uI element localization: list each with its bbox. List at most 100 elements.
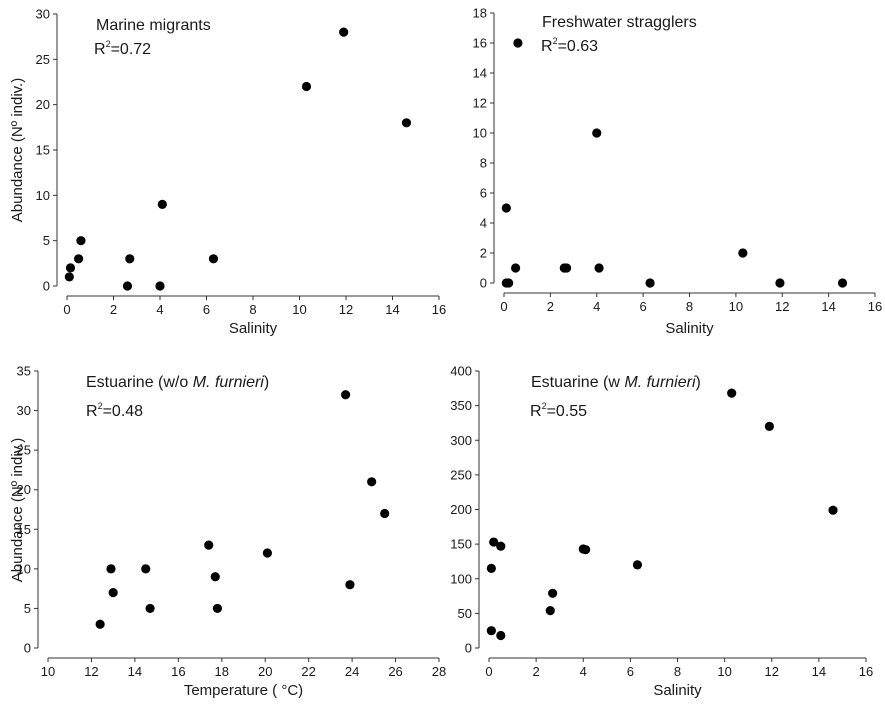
x-axis-label: Salinity (653, 682, 702, 699)
y-tick-label: 5 (43, 233, 50, 248)
data-point (764, 421, 774, 431)
data-point (592, 128, 602, 138)
x-tick-label: 4 (593, 299, 600, 314)
x-tick-label: 6 (203, 302, 210, 317)
x-tick-label: 16 (859, 664, 873, 679)
data-point (141, 564, 151, 574)
data-point (125, 254, 135, 264)
data-point (496, 541, 506, 551)
data-point (632, 560, 643, 570)
x-tick-label: 6 (640, 299, 647, 314)
x-tick-label: 4 (580, 664, 587, 679)
y-tick-label: 200 (450, 502, 472, 517)
data-point (262, 548, 272, 558)
y-tick-label: 25 (17, 443, 31, 458)
y-tick-label: 16 (473, 36, 487, 51)
data-point (581, 545, 591, 555)
y-tick-label: 100 (450, 571, 472, 586)
x-tick-label: 12 (339, 302, 353, 317)
x-tick-label: 10 (717, 664, 731, 679)
y-axis-label: Abundance (Nº indiv.) (9, 438, 26, 582)
data-point (367, 477, 377, 487)
y-tick-label: 12 (473, 96, 487, 111)
x-axis-label: Salinity (229, 320, 278, 337)
x-tick-label: 8 (674, 664, 681, 679)
data-point (548, 588, 558, 598)
y-tick-label: 10 (473, 126, 487, 141)
panel-title: Estuarine (w/o M. furnieri) (86, 374, 269, 391)
data-point (74, 254, 84, 264)
y-tick-label: 20 (17, 482, 31, 497)
y-tick-label: 0 (43, 279, 50, 294)
y-tick-label: 25 (36, 52, 50, 67)
x-tick-label: 24 (345, 664, 359, 679)
panel-marine-migrants: 0 2 4 6 8 10 12 14 16 0 5 10 15 20 25 30 Salinity Abundan… (9, 7, 446, 338)
x-tick-label: 16 (171, 664, 185, 679)
r-squared-label: R2=0.72 (94, 39, 151, 58)
y-tick-label: 250 (450, 467, 472, 482)
y-tick-label: 30 (36, 7, 50, 22)
x-tick-label: 14 (812, 664, 826, 679)
x-tick-label: 16 (868, 299, 882, 314)
y-tick-label: 35 (17, 364, 31, 379)
y-tick-label: 10 (17, 561, 31, 576)
data-point (501, 203, 511, 213)
data-point (401, 118, 412, 128)
data-point (64, 272, 74, 282)
y-tick-label: 300 (450, 433, 472, 448)
data-point (340, 390, 351, 400)
r-squared-label: R2=0.48 (86, 401, 143, 420)
x-tick-label: 16 (432, 302, 446, 317)
data-point (489, 537, 499, 547)
x-tick-label: 10 (292, 302, 306, 317)
x-tick-label: 10 (41, 664, 55, 679)
y-tick-label: 350 (450, 398, 472, 413)
panel-freshwater-stragglers: 0 2 4 6 8 10 12 14 16 0 2 4 6 8 10 12 14 16 18 Salinity Fres… (473, 6, 883, 338)
y-tick-label: 15 (17, 522, 31, 537)
y-axis-label: Abundance (Nº indiv.) (9, 78, 26, 222)
y-tick-label: 15 (36, 143, 50, 158)
x-tick-label: 14 (821, 299, 835, 314)
data-point (727, 388, 737, 398)
x-tick-label: 8 (249, 302, 256, 317)
data-point (486, 563, 496, 573)
x-tick-label: 20 (258, 664, 272, 679)
x-tick-label: 0 (485, 664, 492, 679)
data-point (339, 27, 349, 37)
y-tick-label: 8 (480, 156, 487, 171)
x-tick-label: 28 (432, 664, 446, 679)
y-tick-label: 30 (17, 403, 31, 418)
x-tick-label: 12 (765, 664, 779, 679)
x-tick-label: 0 (500, 299, 507, 314)
x-tick-label: 8 (686, 299, 693, 314)
y-tick-label: 5 (24, 601, 31, 616)
data-point (95, 619, 105, 629)
x-tick-label: 2 (547, 299, 554, 314)
x-tick-label: 14 (385, 302, 399, 317)
data-point (504, 278, 514, 288)
x-tick-label: 6 (627, 664, 634, 679)
data-point (204, 540, 214, 550)
x-tick-label: 12 (84, 664, 98, 679)
data-point (513, 38, 523, 48)
data-point (562, 263, 572, 273)
data-point (775, 278, 785, 288)
y-tick-label: 50 (458, 606, 472, 621)
panel-estuarine-without-m-furnieri: 10 12 14 16 18 20 22 24 26 28 0 5 10 15 20 25 30 35 Temper… (9, 364, 446, 700)
panel-title: Marine migrants (96, 17, 211, 34)
data-point (496, 630, 506, 641)
y-tick-label: 2 (480, 246, 487, 261)
y-tick-label: 18 (473, 6, 487, 21)
data-point (106, 564, 116, 574)
data-point (301, 81, 312, 92)
x-tick-label: 2 (533, 664, 540, 679)
x-tick-label: 10 (729, 299, 743, 314)
x-tick-label: 2 (110, 302, 117, 317)
x-tick-label: 0 (63, 302, 70, 317)
y-tick-label: 150 (450, 537, 472, 552)
y-tick-label: 0 (465, 641, 472, 656)
data-point (345, 580, 355, 590)
data-point (510, 263, 521, 273)
data-point (545, 606, 555, 616)
